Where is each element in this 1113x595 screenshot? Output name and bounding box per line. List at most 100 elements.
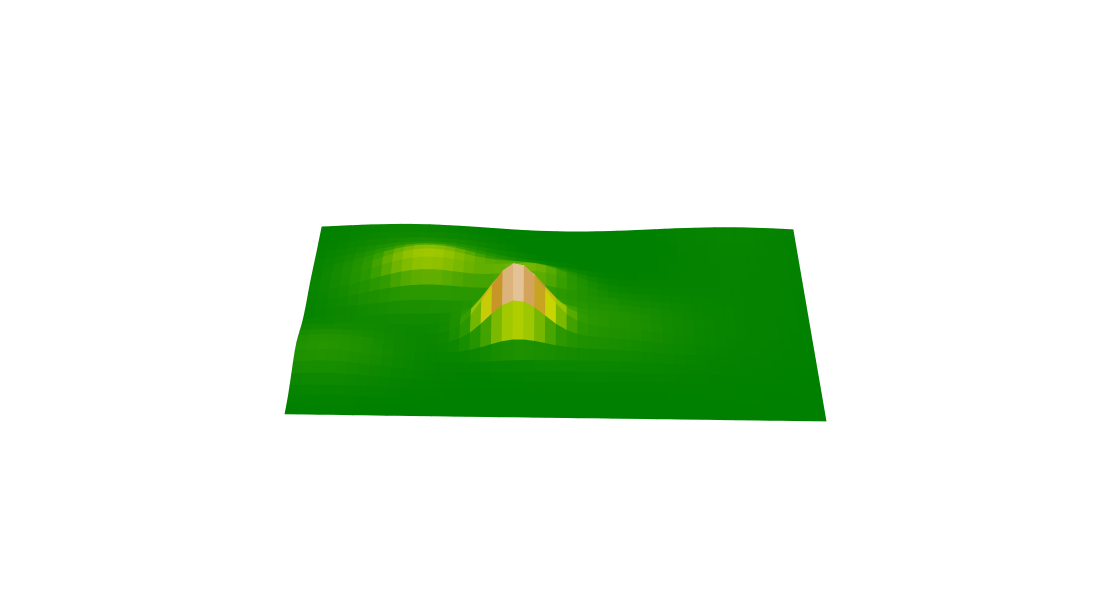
surface-cell bbox=[717, 262, 730, 272]
surface-cell bbox=[566, 371, 579, 383]
surface-cell bbox=[686, 374, 700, 385]
surface-cell bbox=[700, 410, 714, 420]
surface-cell bbox=[754, 236, 767, 247]
surface-cell bbox=[718, 365, 732, 377]
surface-cell bbox=[797, 315, 810, 326]
surface-cell bbox=[586, 248, 598, 258]
surface-cell bbox=[678, 271, 691, 281]
surface-cell bbox=[546, 247, 558, 257]
surface-cell bbox=[656, 254, 669, 265]
surface-cell bbox=[769, 271, 783, 282]
surface-cell bbox=[627, 272, 640, 281]
surface-cell bbox=[617, 279, 630, 288]
surface-cell bbox=[664, 363, 677, 375]
surface-cell bbox=[576, 231, 588, 241]
surface-cell bbox=[607, 272, 619, 281]
surface-cell bbox=[347, 350, 361, 365]
surface-cell bbox=[598, 337, 611, 351]
surface-cell bbox=[488, 381, 502, 392]
surface-cell bbox=[389, 377, 403, 389]
surface-cell bbox=[318, 404, 332, 415]
surface-cell bbox=[744, 236, 757, 247]
surface-cell bbox=[721, 392, 735, 403]
surface-cell bbox=[701, 304, 715, 314]
surface-cell bbox=[343, 385, 357, 397]
surface-cell bbox=[615, 230, 628, 241]
surface-cell bbox=[724, 235, 737, 246]
surface-cell bbox=[344, 373, 359, 387]
surface-cell bbox=[526, 246, 538, 256]
surface-cell bbox=[408, 299, 421, 315]
surface-cell bbox=[527, 238, 539, 248]
surface-cell bbox=[651, 332, 665, 345]
surface-cell bbox=[472, 273, 485, 289]
surface-cell bbox=[670, 302, 683, 312]
surface-cell bbox=[760, 280, 774, 290]
surface-cell bbox=[656, 245, 668, 256]
surface-cell bbox=[444, 380, 458, 391]
surface-cell bbox=[609, 361, 623, 374]
surface-cell bbox=[630, 329, 643, 342]
surface-cell bbox=[566, 231, 578, 241]
surface-cell bbox=[750, 357, 764, 369]
surface-cell bbox=[544, 390, 557, 401]
surface-cell bbox=[675, 373, 689, 385]
surface-cell bbox=[421, 256, 434, 271]
surface-cell bbox=[619, 328, 632, 341]
surface-cell bbox=[765, 314, 779, 325]
surface-cell bbox=[750, 279, 763, 290]
surface-cell bbox=[537, 230, 549, 241]
surface-cell bbox=[555, 408, 568, 419]
surface-cell bbox=[800, 402, 814, 413]
surface-cell bbox=[586, 264, 599, 273]
surface-cell bbox=[403, 350, 417, 362]
surface-cell bbox=[533, 360, 546, 373]
surface-cell bbox=[431, 398, 445, 408]
surface-cell bbox=[300, 372, 315, 386]
surface-cell bbox=[404, 341, 418, 353]
surface-cell bbox=[746, 331, 760, 342]
surface-cell bbox=[764, 306, 778, 317]
surface-cell bbox=[363, 323, 377, 333]
surface-cell bbox=[533, 371, 546, 383]
surface-cell bbox=[659, 295, 672, 304]
surface-cell bbox=[709, 383, 723, 394]
surface-cell bbox=[380, 355, 394, 369]
surface-cell bbox=[286, 395, 300, 406]
surface-cell bbox=[386, 313, 399, 326]
surface-cell bbox=[458, 225, 470, 235]
surface-cell bbox=[727, 348, 741, 359]
surface-cell bbox=[577, 400, 590, 410]
surface-cell bbox=[658, 271, 670, 281]
surface-cell bbox=[555, 345, 568, 362]
surface-cell bbox=[756, 323, 770, 334]
surface-cell bbox=[423, 244, 436, 250]
surface-cell bbox=[317, 333, 332, 342]
surface-cell bbox=[400, 269, 413, 288]
surface-cell bbox=[741, 288, 754, 299]
surface-cell bbox=[388, 286, 401, 303]
surface-cell bbox=[812, 411, 827, 422]
surface-cell bbox=[454, 398, 468, 409]
surface-cell bbox=[533, 340, 546, 362]
surface-cell bbox=[715, 329, 728, 341]
surface-cell bbox=[555, 381, 568, 392]
surface-cell bbox=[779, 271, 793, 282]
surface-cell bbox=[621, 391, 635, 402]
surface-cell bbox=[577, 347, 590, 362]
surface-cell bbox=[620, 338, 633, 352]
surface-cell bbox=[510, 390, 524, 401]
surface-cell bbox=[790, 341, 804, 352]
surface-cell bbox=[489, 360, 503, 374]
surface-cell bbox=[626, 255, 639, 266]
surface-cell bbox=[758, 262, 771, 273]
surface-cell bbox=[577, 360, 590, 373]
surface-cell bbox=[501, 339, 514, 362]
surface-cell bbox=[669, 287, 682, 297]
surface-cell bbox=[410, 388, 424, 399]
surface-cell bbox=[785, 306, 798, 317]
surface-cell bbox=[477, 390, 490, 400]
surface-cell bbox=[345, 305, 359, 317]
